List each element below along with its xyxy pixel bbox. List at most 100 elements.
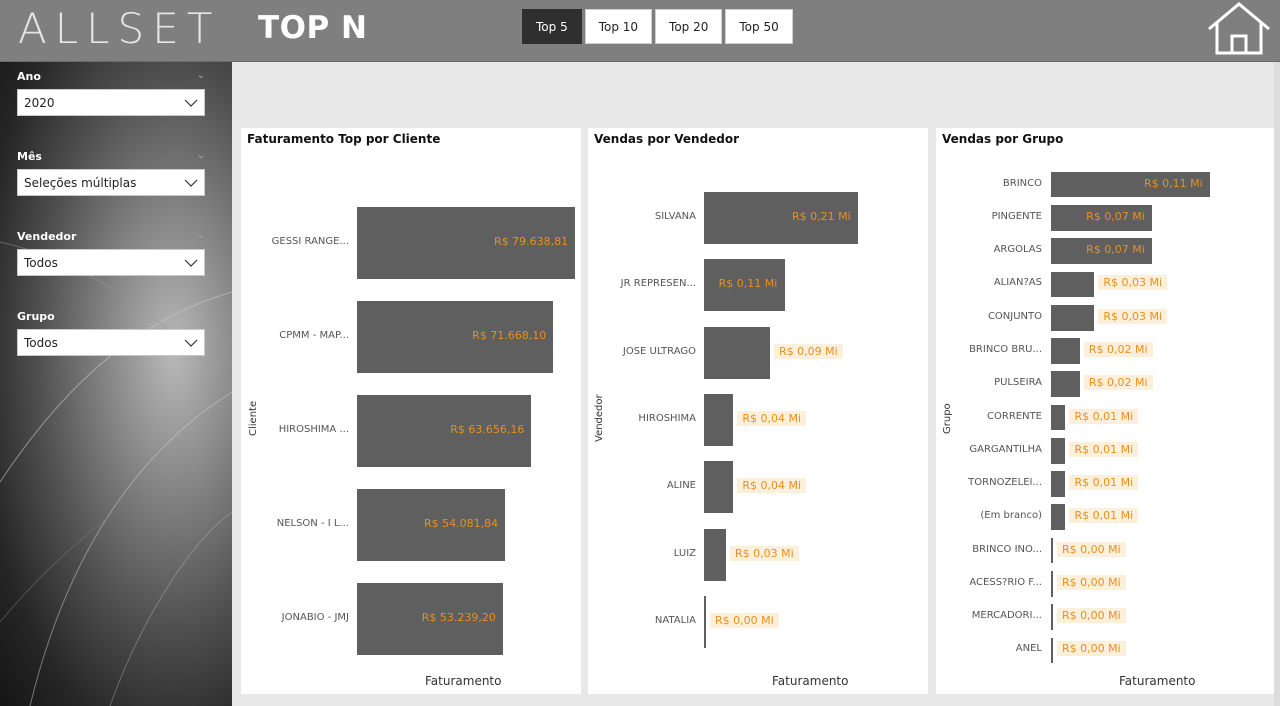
category-label: MERCADORI... bbox=[971, 610, 1042, 622]
collapse-chevron-icon[interactable]: ⌄ bbox=[196, 70, 205, 81]
dropdown-value: Todos bbox=[24, 255, 58, 270]
x-axis-title: Faturamento bbox=[425, 674, 502, 688]
bar[interactable] bbox=[1051, 471, 1066, 497]
chart-vendas-vendedor: Vendas por Vendedor Vendedor Faturamento SI… bbox=[588, 128, 928, 694]
data-label: R$ 0,11 Mi bbox=[1144, 176, 1203, 190]
bar[interactable] bbox=[704, 596, 706, 649]
data-label: R$ 0,00 Mi bbox=[1057, 541, 1126, 557]
top20-button[interactable]: Top 20 bbox=[655, 9, 723, 44]
data-label: R$ 0,11 Mi bbox=[718, 277, 778, 291]
category-label: NELSON - I L... bbox=[276, 518, 349, 529]
x-axis-title: Faturamento bbox=[772, 674, 849, 688]
bar[interactable] bbox=[1051, 304, 1095, 331]
data-label: R$ 0,07 Mi bbox=[1086, 209, 1145, 223]
bar[interactable] bbox=[357, 300, 554, 374]
data-label: R$ 0,01 Mi bbox=[1069, 441, 1139, 457]
bar[interactable] bbox=[1051, 437, 1066, 464]
vertical-scrollbar[interactable] bbox=[1274, 62, 1280, 706]
category-label: HIROSHIMA ... bbox=[278, 424, 349, 435]
grupo-dropdown[interactable]: Todos bbox=[17, 329, 205, 356]
bar[interactable] bbox=[357, 206, 575, 280]
data-label: R$ 0,00 Mi bbox=[1057, 641, 1126, 657]
data-label: R$ 0,01 Mi bbox=[1069, 408, 1139, 424]
slicer-mes: Mês ⌄ Seleções múltiplas bbox=[17, 150, 205, 196]
chart-title: Vendas por Grupo bbox=[942, 132, 1064, 146]
chart-title: Faturamento Top por Cliente bbox=[247, 132, 441, 146]
data-label: R$ 0,02 Mi bbox=[1083, 341, 1153, 357]
data-label: R$ 79.638,81 bbox=[494, 235, 569, 248]
bar[interactable] bbox=[1051, 537, 1053, 564]
bar[interactable] bbox=[1051, 571, 1053, 597]
mes-dropdown[interactable]: Seleções múltiplas bbox=[17, 169, 205, 196]
category-label: CORRENTE bbox=[987, 410, 1042, 422]
data-label: R$ 0,00 Mi bbox=[1057, 608, 1126, 624]
vendedor-dropdown[interactable]: Todos bbox=[17, 249, 205, 276]
category-label: BRINCO BRU... bbox=[969, 343, 1042, 355]
top10-button[interactable]: Top 10 bbox=[584, 9, 653, 44]
dropdown-value: Seleções múltiplas bbox=[24, 175, 137, 190]
data-label: R$ 0,04 Mi bbox=[737, 411, 807, 426]
x-axis-title: Faturamento bbox=[1119, 674, 1196, 688]
slicer-label: Vendedor bbox=[17, 230, 77, 243]
bar[interactable] bbox=[704, 394, 734, 446]
chart-title: Vendas por Vendedor bbox=[594, 132, 740, 146]
category-label: ALINE bbox=[666, 480, 696, 492]
top5-button[interactable]: Top 5 bbox=[522, 9, 582, 44]
data-label: R$ 0,00 Mi bbox=[1057, 574, 1126, 590]
collapse-chevron-icon[interactable]: ⌄ bbox=[196, 150, 205, 161]
slicer-label: Ano bbox=[17, 70, 41, 83]
category-label: GARGANTILHA bbox=[969, 443, 1042, 455]
y-axis-title: Grupo bbox=[942, 403, 953, 434]
bar[interactable] bbox=[704, 326, 770, 379]
top50-button[interactable]: Top 50 bbox=[725, 9, 793, 44]
data-label: R$ 0,03 Mi bbox=[1098, 275, 1168, 291]
bar[interactable] bbox=[1051, 338, 1080, 364]
slicer-label: Mês bbox=[17, 150, 42, 163]
bar[interactable] bbox=[1051, 504, 1066, 531]
collapse-chevron-icon[interactable]: ⌄ bbox=[196, 230, 205, 241]
bar[interactable] bbox=[704, 191, 858, 244]
home-icon[interactable] bbox=[1205, 2, 1273, 56]
y-axis-title: Vendedor bbox=[594, 394, 605, 442]
data-label: R$ 54.081,84 bbox=[424, 517, 499, 530]
data-label: R$ 0,07 Mi bbox=[1086, 243, 1145, 257]
data-label: R$ 0,01 Mi bbox=[1069, 508, 1139, 524]
data-label: R$ 0,02 Mi bbox=[1083, 375, 1153, 391]
bar[interactable] bbox=[357, 394, 532, 468]
page-title: TOP N bbox=[258, 10, 368, 46]
category-label: (Em branco) bbox=[980, 510, 1042, 522]
data-label: R$ 0,03 Mi bbox=[1098, 308, 1168, 324]
bar[interactable] bbox=[1051, 604, 1053, 630]
bar[interactable] bbox=[1051, 371, 1080, 398]
bar[interactable] bbox=[357, 488, 506, 562]
collapse-chevron-icon[interactable]: ⌄ bbox=[196, 310, 205, 321]
chevron-down-icon bbox=[184, 99, 198, 107]
bar[interactable] bbox=[704, 528, 726, 581]
bar[interactable] bbox=[1051, 637, 1053, 664]
bar[interactable] bbox=[1051, 271, 1095, 298]
chart-vendas-grupo: Vendas por Grupo Grupo Faturamento BRINCO R$… bbox=[936, 128, 1274, 694]
bar[interactable] bbox=[704, 259, 785, 312]
category-label: CONJUNTO bbox=[987, 310, 1042, 322]
data-label: R$ 63.656,16 bbox=[450, 423, 525, 436]
chevron-down-icon bbox=[184, 339, 198, 347]
bar[interactable] bbox=[1051, 171, 1210, 198]
slicer-grupo: Grupo ⌄ Todos bbox=[17, 310, 205, 356]
bar[interactable] bbox=[1051, 205, 1153, 231]
data-label: R$ 71.668,10 bbox=[472, 329, 547, 342]
category-label: NATALIA bbox=[654, 615, 696, 627]
filter-sidebar: Ano ⌄ 2020 Mês ⌄ Seleções múltiplas Vended… bbox=[0, 62, 232, 706]
category-label: LUIZ bbox=[673, 547, 696, 559]
category-label: ALIAN?AS bbox=[993, 277, 1042, 289]
bar[interactable] bbox=[1051, 404, 1066, 431]
bar[interactable] bbox=[704, 461, 734, 514]
slicer-vendedor: Vendedor ⌄ Todos bbox=[17, 230, 205, 276]
data-label: R$ 53.239,20 bbox=[421, 611, 496, 624]
ano-dropdown[interactable]: 2020 bbox=[17, 89, 205, 116]
category-label: ANEL bbox=[1015, 643, 1042, 655]
category-label: PULSEIRA bbox=[994, 377, 1042, 389]
bar[interactable] bbox=[1051, 238, 1153, 264]
chart-faturamento-cliente: Faturamento Top por Cliente Cliente Fatura… bbox=[241, 128, 581, 694]
bar[interactable] bbox=[357, 582, 503, 656]
category-label: PINGENTE bbox=[991, 210, 1042, 222]
